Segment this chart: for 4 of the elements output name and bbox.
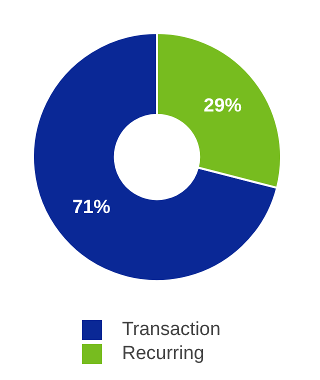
legend-label: Recurring: [122, 343, 204, 365]
data-label: 71%: [72, 197, 110, 218]
legend-label: Transaction: [122, 319, 221, 341]
data-label: 29%: [204, 95, 242, 116]
